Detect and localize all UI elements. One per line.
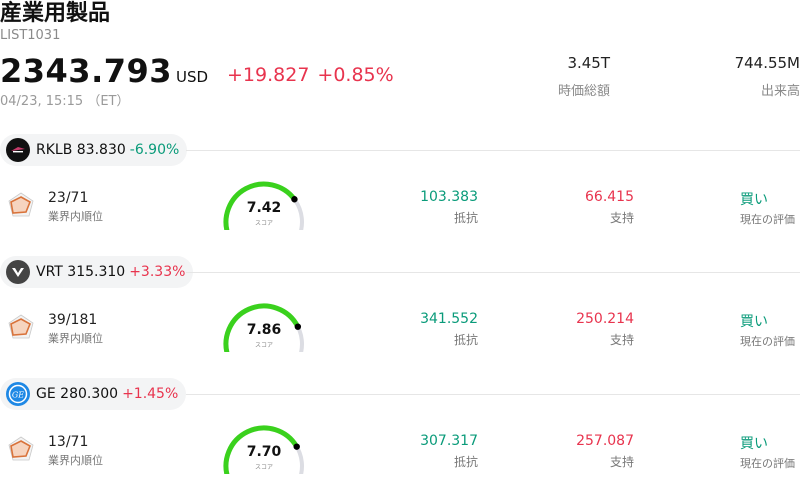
resistance-value: 307.317 xyxy=(420,433,478,449)
score-gauge xyxy=(223,303,304,352)
market-cap: 3.45T 時価総額 xyxy=(558,54,610,99)
resistance-label: 抵抗 xyxy=(453,211,478,225)
score-value: 7.86 xyxy=(246,322,282,338)
score-gauge xyxy=(223,425,304,474)
section-divider xyxy=(186,394,800,395)
score-label: スコア xyxy=(254,342,273,349)
index-code: LIST1031 xyxy=(0,28,61,43)
score-value: 7.42 xyxy=(246,200,282,216)
rating-value[interactable]: 買い xyxy=(740,314,768,330)
ge-logo-icon: GE xyxy=(6,382,30,406)
support-value: 250.214 xyxy=(576,311,634,327)
stock-change: +1.45% xyxy=(122,386,179,402)
rating-value[interactable]: 買い xyxy=(740,192,768,208)
industry-rank-value: 39/181 xyxy=(48,312,98,328)
price-change: +19.827 +0.85% xyxy=(227,64,394,86)
change-value: +19.827 xyxy=(227,64,310,86)
radar-chart-icon xyxy=(8,192,34,217)
support-label: 支持 xyxy=(609,455,634,469)
index-price: 2343.793 xyxy=(0,52,173,90)
industry-rank-value: 13/71 xyxy=(48,434,89,450)
resistance-value: 341.552 xyxy=(420,311,478,327)
industry-rank-label: 業界内順位 xyxy=(48,332,103,345)
resistance-value: 103.383 xyxy=(420,189,478,205)
change-percent: +0.85% xyxy=(317,64,394,86)
stock-change: -6.90% xyxy=(129,142,180,158)
rating-label: 現在の評価 xyxy=(740,457,795,470)
radar-chart-icon xyxy=(8,314,34,339)
rocket-lab-logo-icon xyxy=(6,138,30,162)
score-label: スコア xyxy=(254,220,273,227)
volume: 744.55M 出来高 xyxy=(735,54,800,99)
stock-change: +3.33% xyxy=(129,264,186,280)
score-label: スコア xyxy=(254,464,273,471)
volume-value: 744.55M xyxy=(734,54,800,72)
radar-chart-icon xyxy=(8,436,34,461)
page-title: 産業用製品 xyxy=(0,1,111,26)
volume-label: 出来高 xyxy=(760,84,800,99)
stock-price: 280.300 xyxy=(60,386,119,402)
timestamp: 04/23, 15:15 （ET） xyxy=(0,94,130,109)
section-divider xyxy=(186,150,800,151)
support-value: 257.087 xyxy=(576,433,634,449)
market-cap-value: 3.45T xyxy=(567,54,610,72)
support-value: 66.415 xyxy=(585,189,634,205)
industry-rank-label: 業界内順位 xyxy=(48,210,103,223)
section-divider xyxy=(186,272,800,273)
vertiv-logo-icon xyxy=(6,260,30,284)
market-cap-label: 時価総額 xyxy=(557,84,610,99)
stock-price: 83.830 xyxy=(76,142,126,158)
score-gauge xyxy=(223,181,304,230)
industry-rank-value: 23/71 xyxy=(48,190,89,206)
support-label: 支持 xyxy=(609,211,634,225)
score-value: 7.70 xyxy=(246,444,282,460)
stock-header-vrt[interactable]: VRT 315.310 +3.33% xyxy=(0,256,194,288)
stock-price: 315.310 xyxy=(67,264,126,280)
stock-ticker: GE xyxy=(36,386,56,402)
rating-label: 現在の評価 xyxy=(740,213,795,226)
svg-text:GE: GE xyxy=(12,391,24,400)
support-label: 支持 xyxy=(609,333,634,347)
stock-header-ge[interactable]: GE GE 280.300 +1.45% xyxy=(0,378,187,410)
industry-rank-label: 業界内順位 xyxy=(48,454,103,467)
resistance-label: 抵抗 xyxy=(453,455,478,469)
rating-value[interactable]: 買い xyxy=(740,436,768,452)
stock-ticker: VRT xyxy=(36,264,63,280)
stock-header-rklb[interactable]: RKLB 83.830 -6.90% xyxy=(0,134,188,166)
stock-ticker: RKLB xyxy=(36,142,73,158)
currency-label: USD xyxy=(176,68,209,86)
resistance-label: 抵抗 xyxy=(453,333,478,347)
rating-label: 現在の評価 xyxy=(740,335,795,348)
